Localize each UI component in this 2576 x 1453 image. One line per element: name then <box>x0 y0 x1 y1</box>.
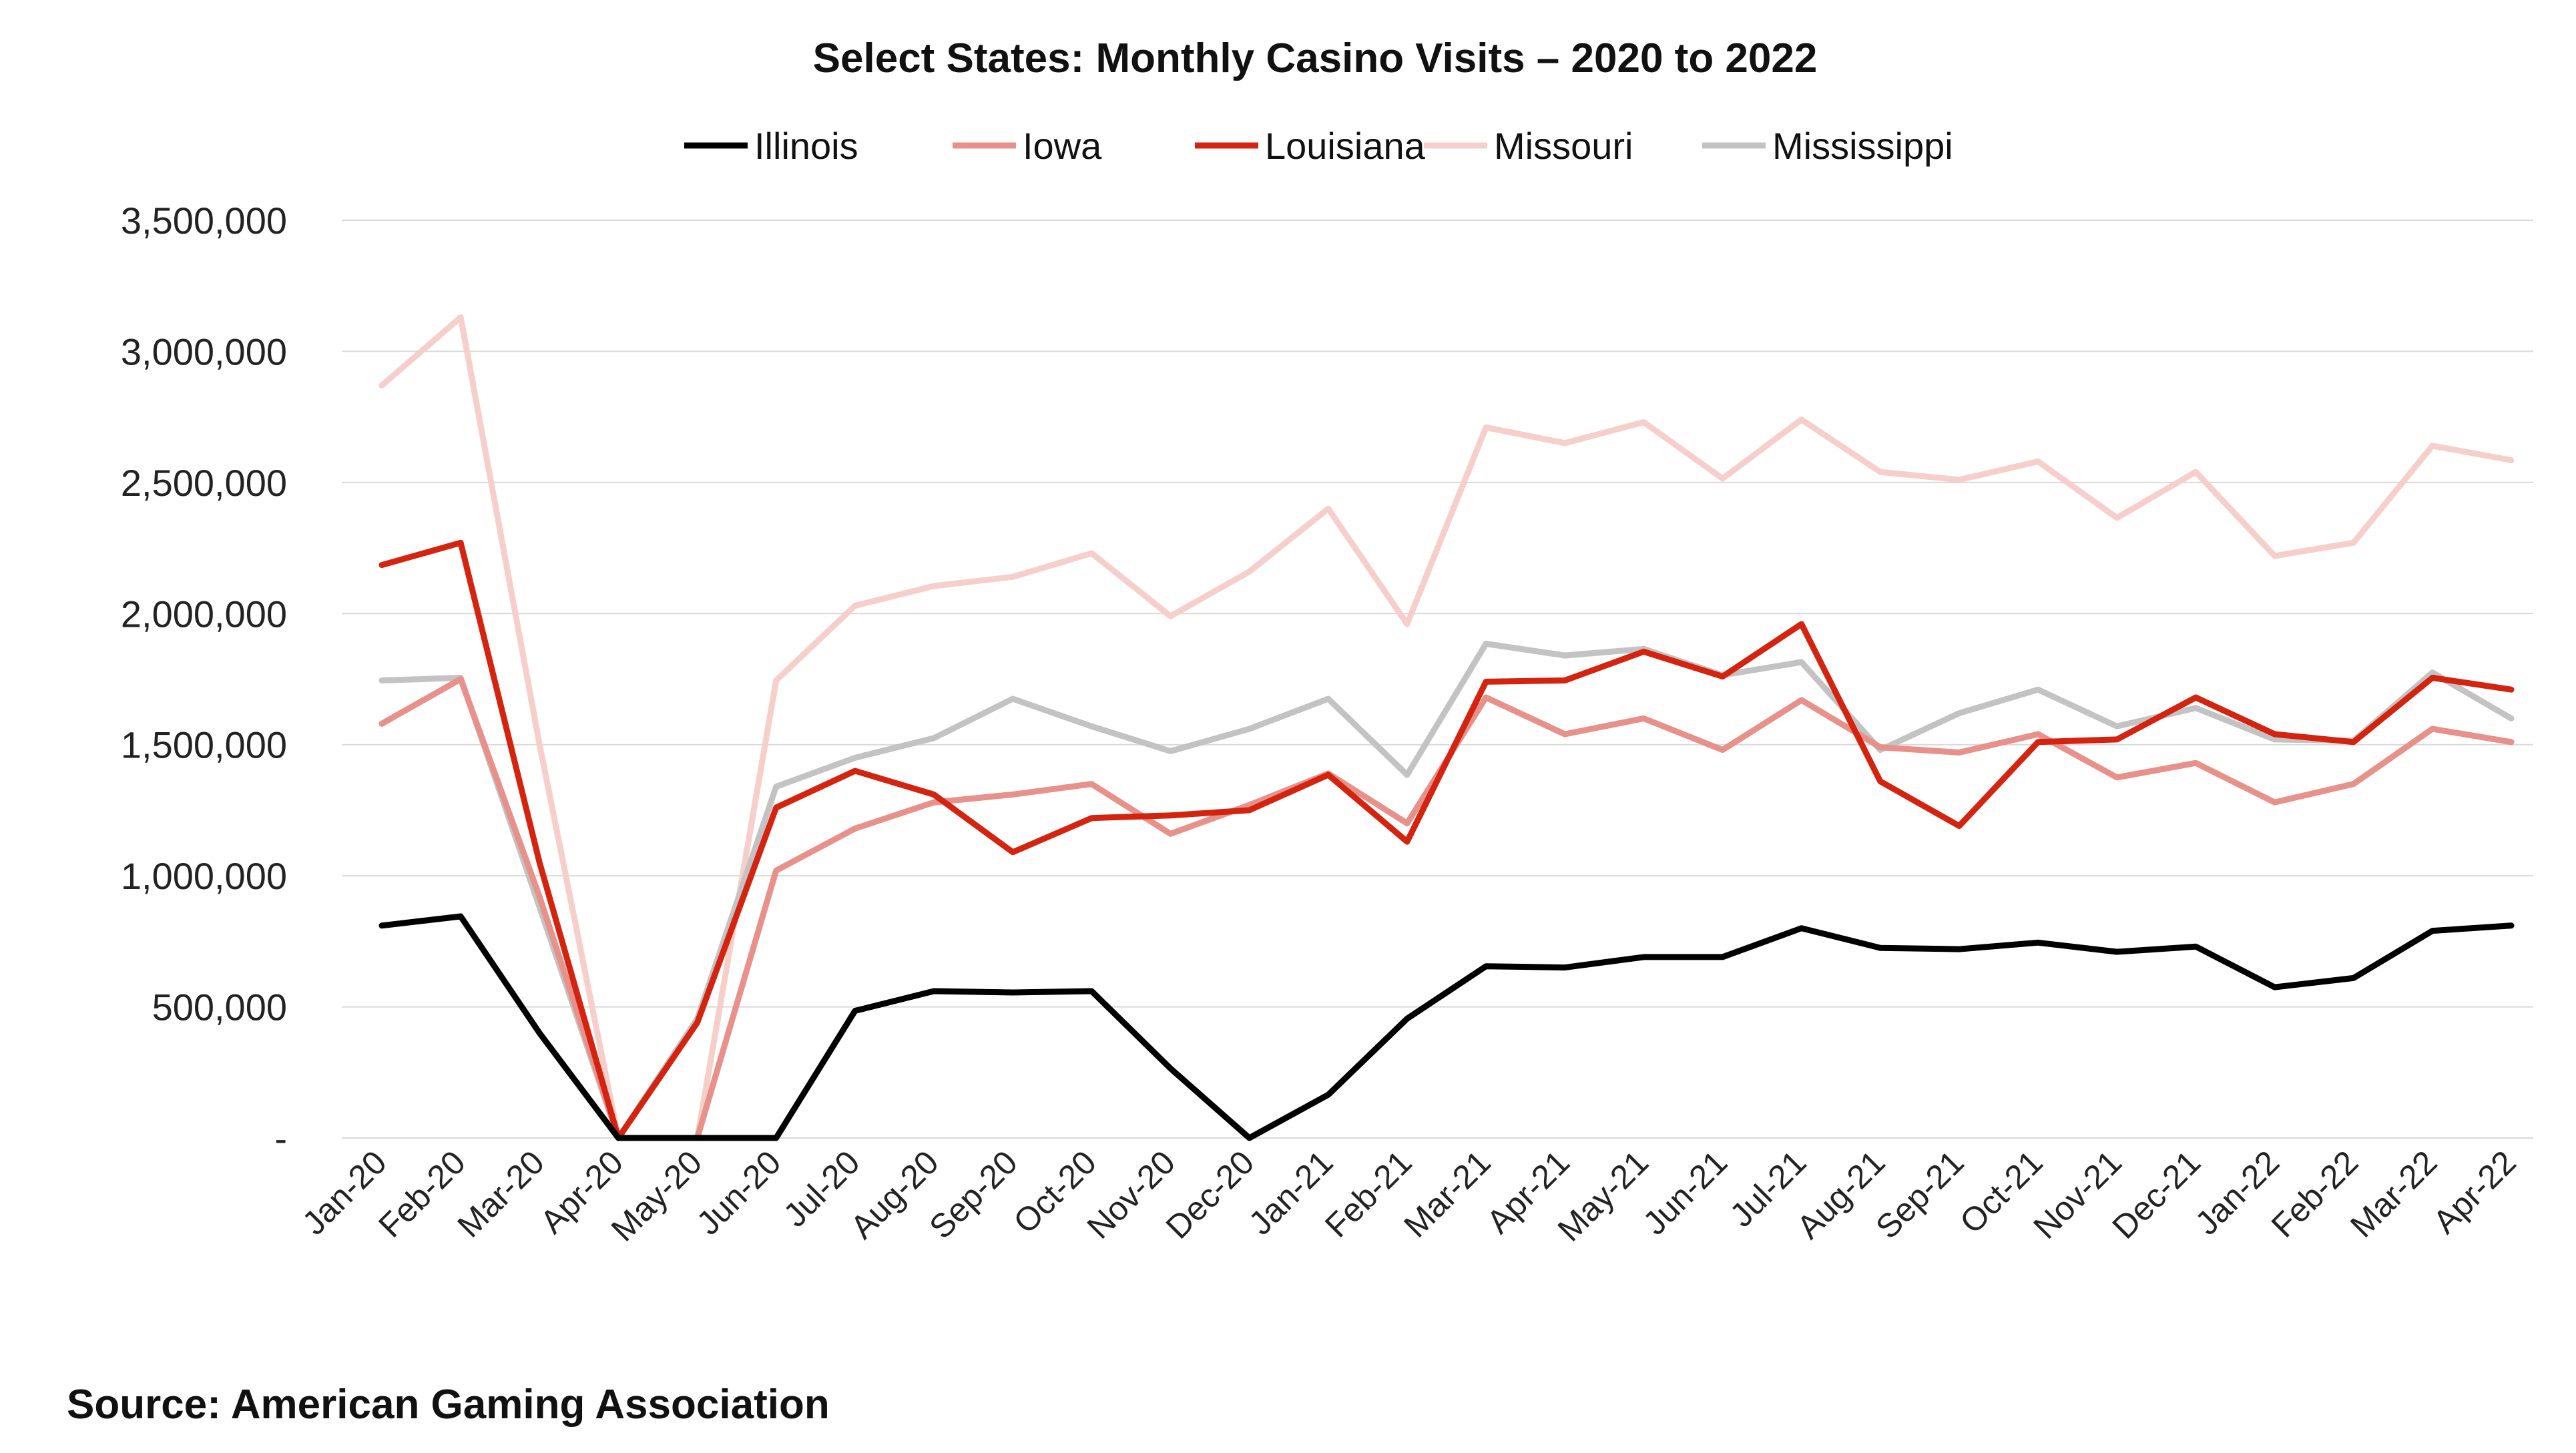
x-tick-label: Jan-22 <box>2188 1143 2287 1242</box>
source-note: Source: American Gaming Association <box>67 1382 830 1428</box>
x-tick-label: May-21 <box>1551 1143 1655 1248</box>
x-tick-label: Apr-22 <box>2426 1143 2523 1241</box>
x-tick-label: Jun-21 <box>1636 1143 1735 1242</box>
x-tick-label: Feb-20 <box>371 1143 473 1245</box>
x-tick-label: Aug-20 <box>843 1143 946 1246</box>
x-tick-label: Sep-20 <box>922 1143 1025 1246</box>
chart-title: Select States: Monthly Casino Visits – 2… <box>813 35 1818 81</box>
x-tick-label: Jan-20 <box>295 1143 394 1242</box>
y-tick-label: - <box>274 1117 287 1159</box>
y-tick-label: 1,500,000 <box>121 724 287 766</box>
x-tick-label: Jan-21 <box>1242 1143 1340 1242</box>
legend-label-iowa: Iowa <box>1023 125 1102 167</box>
x-tick-label: Sep-21 <box>1868 1143 1971 1246</box>
series-line-mississippi <box>378 641 2515 1141</box>
x-tick-label: Dec-21 <box>2105 1143 2208 1246</box>
x-tick-label: Mar-20 <box>450 1143 551 1245</box>
plot-area <box>378 314 2515 1141</box>
legend-label-louisiana: Louisiana <box>1265 125 1426 167</box>
x-tick-label: Aug-21 <box>1790 1143 1892 1246</box>
x-tick-label: Mar-21 <box>1396 1143 1498 1245</box>
y-axis: - 500,000 1,000,000 1,500,000 2,000,000 2,500… <box>121 200 287 1159</box>
legend-label-mississippi: Mississippi <box>1772 125 1953 167</box>
x-tick-label: Mar-22 <box>2343 1143 2444 1245</box>
y-tick-label: 500,000 <box>152 986 287 1029</box>
legend-label-illinois: Illinois <box>754 125 858 167</box>
x-tick-label: Nov-21 <box>2026 1143 2129 1246</box>
y-tick-label: 2,500,000 <box>121 462 287 504</box>
series-line-iowa <box>378 676 2515 1141</box>
x-axis: Jan-20Feb-20Mar-20Apr-20May-20Jun-20Jul-… <box>295 1143 2523 1248</box>
legend: Illinois Iowa Louisiana Missouri Mississippi <box>684 125 1953 167</box>
y-tick-label: 3,500,000 <box>121 200 287 242</box>
x-tick-label: Dec-20 <box>1159 1143 1262 1246</box>
y-tick-label: 2,000,000 <box>121 593 287 635</box>
series-line-illinois <box>378 913 2515 1141</box>
legend-label-missouri: Missouri <box>1494 125 1633 167</box>
series-line-louisiana <box>378 539 2515 1141</box>
x-tick-label: Feb-22 <box>2264 1143 2366 1245</box>
x-tick-label: Nov-20 <box>1080 1143 1183 1246</box>
y-tick-label: 3,000,000 <box>121 330 287 372</box>
x-tick-label: Jun-20 <box>690 1143 788 1242</box>
x-tick-label: May-20 <box>604 1143 709 1248</box>
x-tick-label: Feb-21 <box>1318 1143 1419 1245</box>
y-tick-label: 1,000,000 <box>121 855 287 897</box>
